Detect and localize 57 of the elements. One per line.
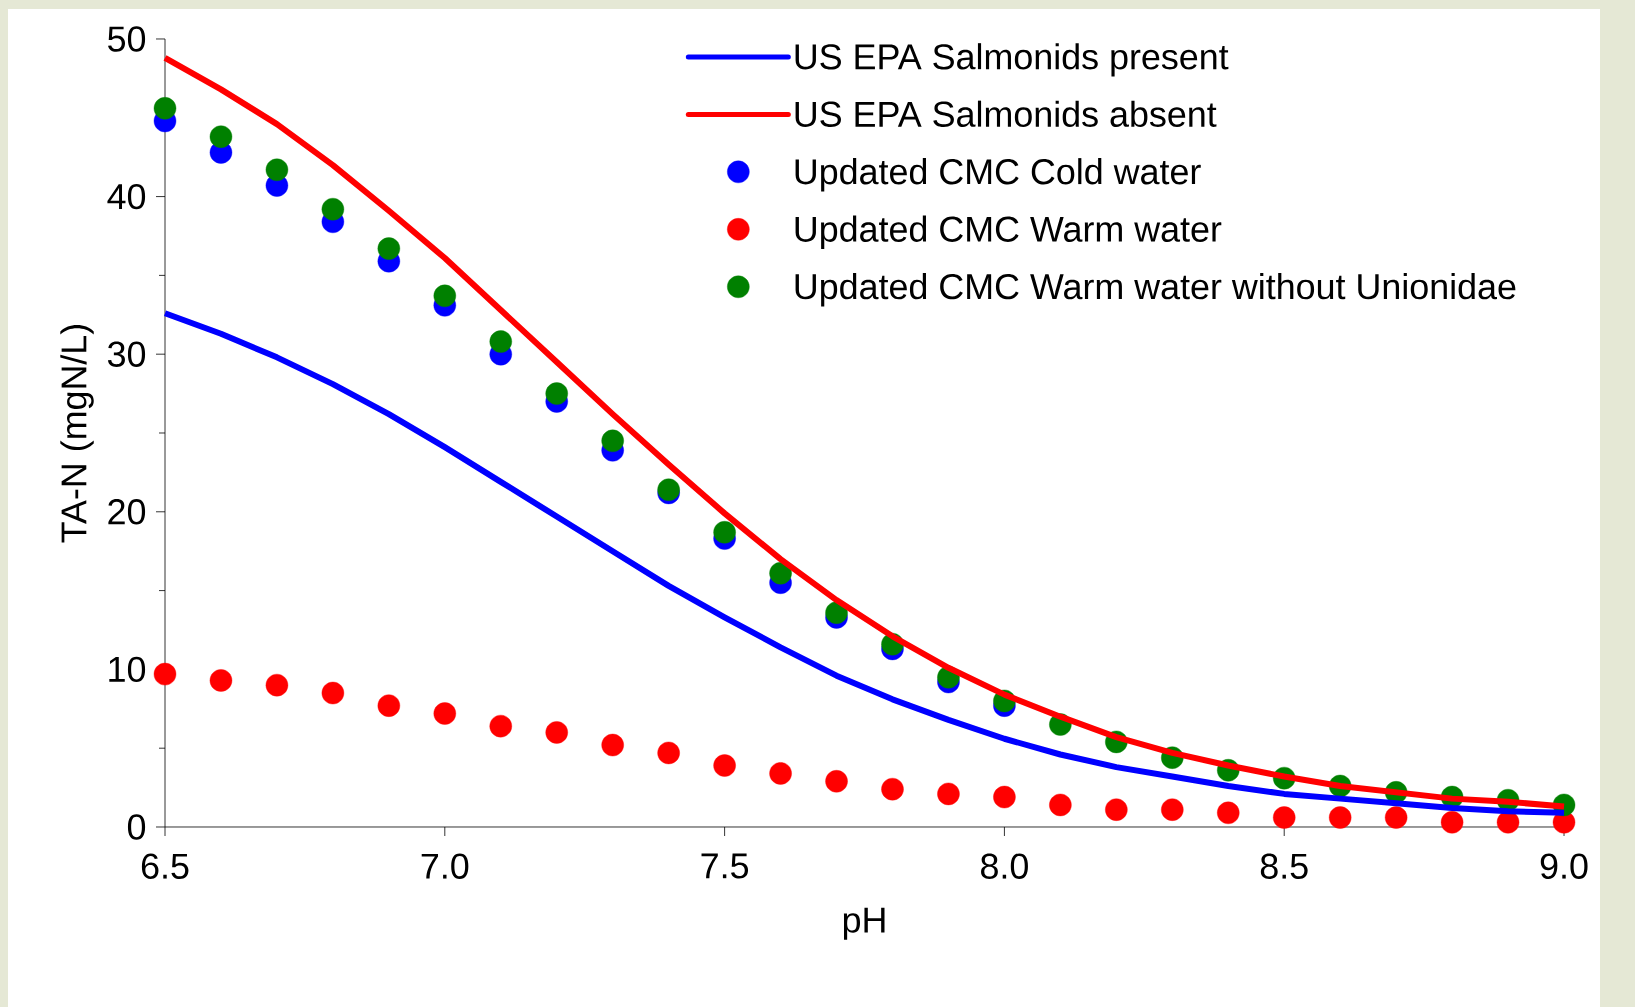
point — [601, 733, 624, 757]
x-tick-label: 9.0 — [1540, 853, 1588, 879]
y-axis-title: TA-N (mgN/L) — [60, 325, 94, 543]
point — [1440, 811, 1464, 834]
y-tick-label: 50 — [108, 26, 146, 52]
x-tick-label: 7.0 — [421, 853, 469, 879]
y-tick-label: 30 — [107, 341, 146, 367]
point — [433, 702, 457, 725]
point — [1105, 798, 1128, 821]
point — [545, 382, 568, 405]
point — [153, 97, 177, 120]
point — [769, 562, 792, 585]
point — [489, 330, 512, 353]
point — [377, 237, 401, 260]
point — [1273, 806, 1296, 829]
point — [489, 714, 512, 738]
point — [321, 197, 345, 221]
y-tick-label: 40 — [107, 183, 146, 210]
legend-label: US EPA Salmonids present — [795, 43, 1229, 77]
x-tick-label: 7.5 — [701, 853, 749, 879]
point — [713, 521, 736, 544]
y-tick-label: 0 — [127, 814, 146, 840]
point — [321, 681, 345, 705]
point — [209, 669, 233, 692]
point — [265, 673, 289, 697]
point — [209, 125, 233, 148]
y-tick-label: 10 — [109, 656, 146, 683]
x-tick-label: 6.5 — [141, 853, 189, 879]
point — [713, 754, 736, 777]
legend-label: Updated CMC Warm water — [795, 215, 1222, 249]
point — [601, 429, 624, 453]
point — [377, 694, 401, 717]
point — [825, 770, 848, 793]
point — [937, 782, 960, 806]
point — [1217, 801, 1240, 825]
y-tick-label: 20 — [108, 499, 146, 525]
point — [1328, 806, 1352, 829]
point — [433, 284, 457, 308]
legend-label: Updated CMC Cold water — [795, 158, 1201, 192]
legend-label: Updated CMC Warm water without Unionidae — [795, 273, 1516, 307]
point — [825, 601, 848, 624]
point — [1496, 811, 1520, 834]
point — [769, 762, 792, 785]
point — [265, 158, 289, 181]
x-tick-label: 8.5 — [1260, 853, 1308, 879]
legend-label: US EPA Salmonids absent — [795, 100, 1217, 127]
point — [1161, 798, 1184, 821]
point — [1384, 806, 1408, 829]
point — [153, 662, 177, 686]
point — [545, 721, 568, 744]
point — [881, 777, 904, 801]
point — [1049, 793, 1072, 817]
point — [657, 741, 680, 765]
x-axis-title: pH — [843, 907, 885, 940]
point — [657, 478, 680, 501]
x-tick-label: 8.0 — [981, 853, 1028, 879]
point — [993, 785, 1016, 809]
